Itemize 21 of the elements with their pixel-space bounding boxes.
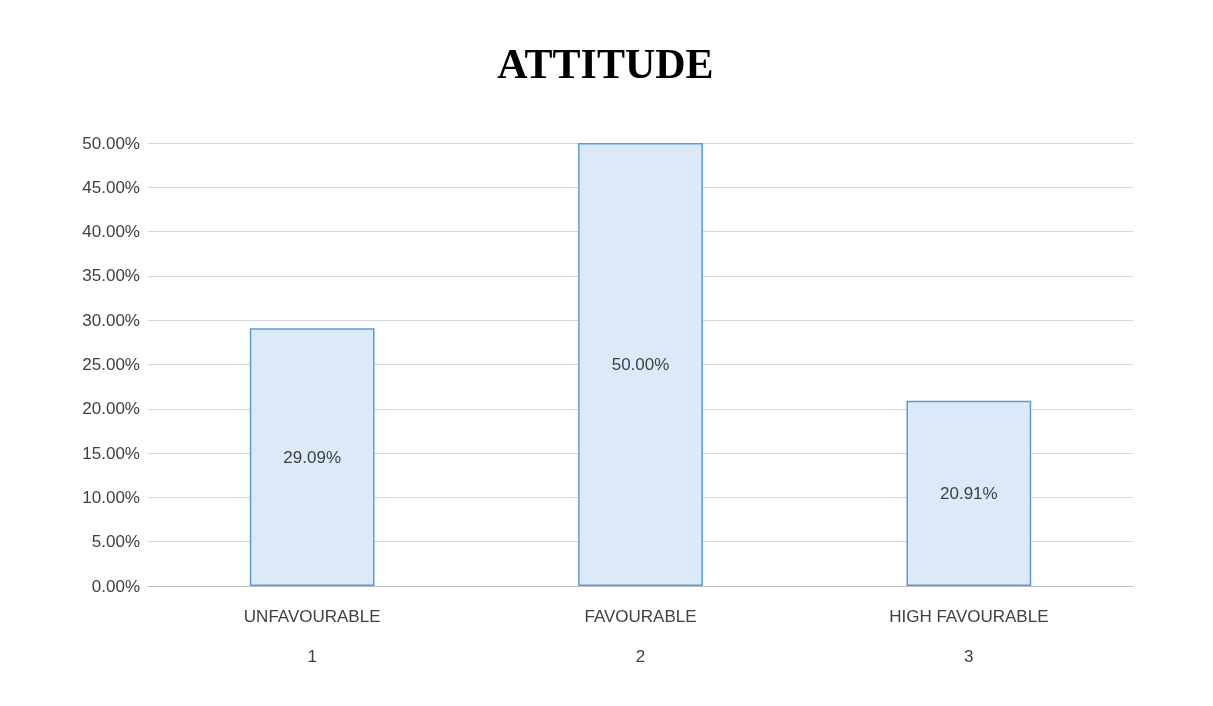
bar [578, 143, 703, 586]
bar [249, 328, 375, 586]
bar [906, 400, 1032, 586]
category-label: FAVOURABLE 2 [584, 606, 697, 666]
y-tick-label: 35.00% [82, 266, 140, 286]
y-tick-label: 40.00% [82, 222, 140, 242]
y-tick-label: 0.00% [91, 576, 140, 596]
data-label: 29.09% [283, 447, 341, 467]
y-tick-label: 15.00% [82, 443, 140, 463]
y-tick-label: 20.00% [82, 399, 140, 419]
y-tick-label: 10.00% [82, 487, 140, 507]
category-label: HIGH FAVOURABLE 3 [889, 606, 1049, 666]
chart-title: ATTITUDE [497, 41, 714, 87]
y-tick-label: 50.00% [82, 133, 140, 153]
y-tick-label: 30.00% [82, 310, 140, 330]
category-label: UNFAVOURABLE 1 [243, 606, 381, 666]
y-tick-label: 5.00% [91, 532, 140, 552]
y-tick-label: 25.00% [82, 355, 140, 374]
data-label: 20.91% [940, 483, 998, 503]
data-label: 50.00% [611, 355, 670, 374]
y-tick-label: 45.00% [82, 177, 140, 197]
